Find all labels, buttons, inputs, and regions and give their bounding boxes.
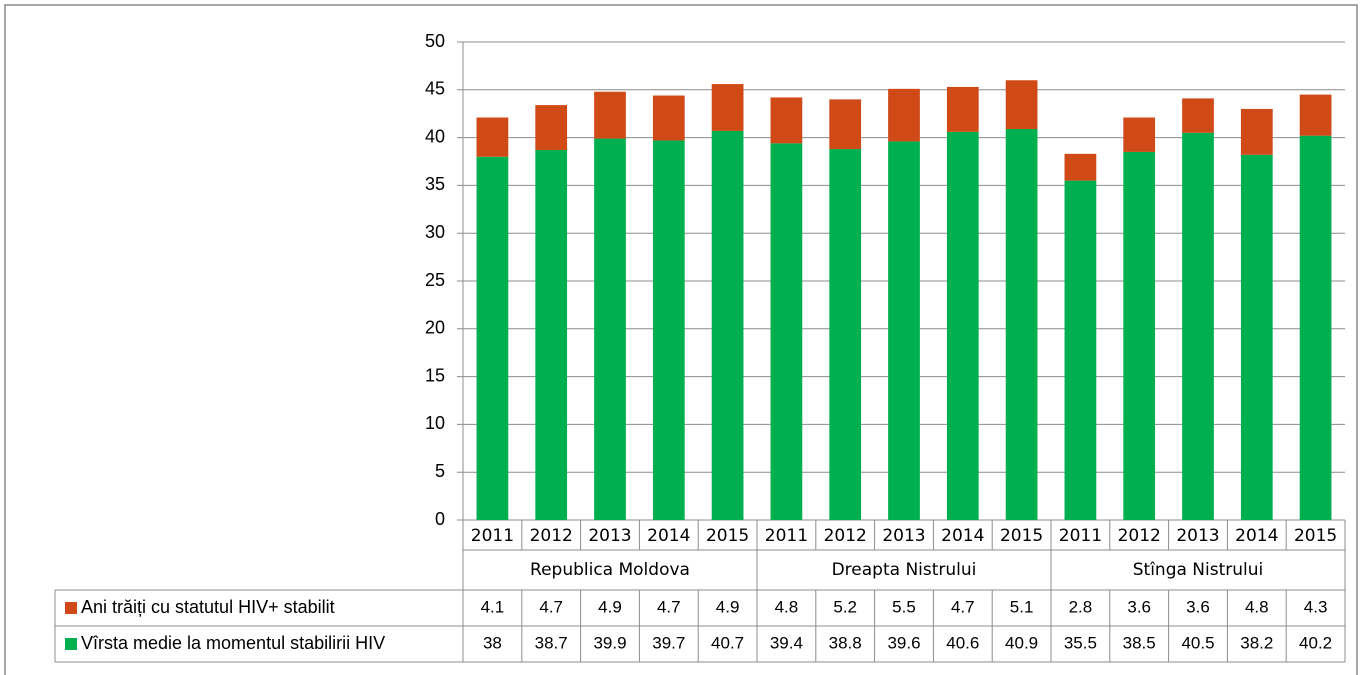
bar-segment <box>1299 94 1332 136</box>
table-value: 3.6 <box>1186 597 1210 616</box>
bar-segment <box>888 141 920 520</box>
legend-label: Vîrsta medie la momentul stabilirii HIV <box>81 633 385 653</box>
table-value: 39.4 <box>770 633 803 652</box>
y-tick-label: 0 <box>435 509 445 529</box>
table-value: 38.5 <box>1123 633 1156 652</box>
table-value: 40.5 <box>1181 633 1214 652</box>
y-tick-label: 20 <box>425 318 445 338</box>
table-value: 4.8 <box>1245 597 1269 616</box>
table-value: 4.7 <box>951 597 975 616</box>
bar-segment <box>594 138 626 520</box>
bar-segment <box>946 86 979 132</box>
chart-border <box>4 4 1358 675</box>
table-value: 4.1 <box>481 597 505 616</box>
table-value: 2.8 <box>1069 597 1093 616</box>
bar-segment <box>711 130 744 520</box>
x-tick-label: 2013 <box>1176 526 1219 546</box>
x-tick-label: 2011 <box>471 526 514 546</box>
table-value: 5.5 <box>892 597 916 616</box>
table-value: 40.7 <box>711 633 744 652</box>
x-tick-label: 2015 <box>1000 526 1043 546</box>
table-value: 35.5 <box>1064 633 1097 652</box>
bar-segment <box>770 143 803 520</box>
y-tick-label: 50 <box>425 31 445 51</box>
table-value: 40.9 <box>1005 633 1038 652</box>
table-value: 4.3 <box>1304 597 1328 616</box>
bar-segment <box>1240 154 1273 521</box>
table-value: 4.7 <box>539 597 563 616</box>
group-label: Republica Moldova <box>530 560 690 580</box>
table-value: 4.9 <box>598 597 622 616</box>
bar-segment <box>1064 180 1097 520</box>
table-value: 38.7 <box>535 633 568 652</box>
table-value: 39.6 <box>887 633 920 652</box>
legend-swatch <box>65 602 77 614</box>
x-tick-label: 2014 <box>941 526 984 546</box>
y-tick-label: 5 <box>435 461 445 481</box>
bar-segment <box>1123 117 1156 152</box>
bar-segment <box>829 149 862 520</box>
group-label: Dreapta Nistrului <box>832 560 977 580</box>
table-value: 39.7 <box>652 633 685 652</box>
y-tick-label: 15 <box>425 365 445 385</box>
table-value: 38.8 <box>829 633 862 652</box>
bar-segment <box>594 91 626 139</box>
y-tick-label: 10 <box>425 413 445 433</box>
bar-segment <box>1182 132 1214 520</box>
x-tick-label: 2014 <box>1235 526 1278 546</box>
x-tick-label: 2013 <box>882 526 925 546</box>
table-value: 40.6 <box>946 633 979 652</box>
x-tick-label: 2014 <box>647 526 690 546</box>
bar-segment <box>1123 151 1156 520</box>
group-label: Stînga Nistrului <box>1133 560 1264 580</box>
bar-segment <box>888 88 920 142</box>
bar-segment <box>476 156 509 520</box>
table-value: 5.1 <box>1010 597 1034 616</box>
table-value: 4.8 <box>775 597 799 616</box>
bar-segment <box>946 131 979 520</box>
x-tick-label: 2012 <box>824 526 867 546</box>
y-tick-label: 45 <box>425 79 445 99</box>
x-tick-label: 2015 <box>706 526 749 546</box>
bar-segment <box>770 97 803 144</box>
x-tick-label: 2012 <box>1118 526 1161 546</box>
bar-segment <box>1240 108 1273 155</box>
bar-segment <box>1182 98 1214 133</box>
x-tick-label: 2013 <box>588 526 631 546</box>
bar-segment <box>652 140 685 520</box>
y-tick-label: 25 <box>425 270 445 290</box>
bar-segment <box>711 84 744 131</box>
bar-segment <box>1005 80 1038 129</box>
legend-swatch <box>65 638 77 650</box>
table-value: 5.2 <box>833 597 857 616</box>
bar-segment <box>1005 128 1038 520</box>
table-value: 3.6 <box>1127 597 1151 616</box>
table-value: 38 <box>483 633 502 652</box>
x-tick-label: 2012 <box>530 526 573 546</box>
x-tick-label: 2011 <box>1059 526 1102 546</box>
y-tick-label: 35 <box>425 174 445 194</box>
x-tick-label: 2015 <box>1294 526 1337 546</box>
bar-segment <box>535 105 568 151</box>
table-value: 39.9 <box>593 633 626 652</box>
table-value: 38.2 <box>1240 633 1273 652</box>
table-value: 40.2 <box>1299 633 1332 652</box>
bar-segment <box>1299 135 1332 521</box>
y-tick-label: 40 <box>425 126 445 146</box>
bar-segment <box>829 99 862 150</box>
bar-segment <box>1064 153 1097 181</box>
table-value: 4.7 <box>657 597 681 616</box>
bar-segment <box>476 117 509 157</box>
table-value: 4.9 <box>716 597 740 616</box>
bar-segment <box>652 95 685 141</box>
bar-segment <box>535 150 568 520</box>
legend-label: Ani trăiți cu statutul HIV+ stabilit <box>81 597 335 617</box>
x-tick-label: 2011 <box>765 526 808 546</box>
y-tick-label: 30 <box>425 222 445 242</box>
